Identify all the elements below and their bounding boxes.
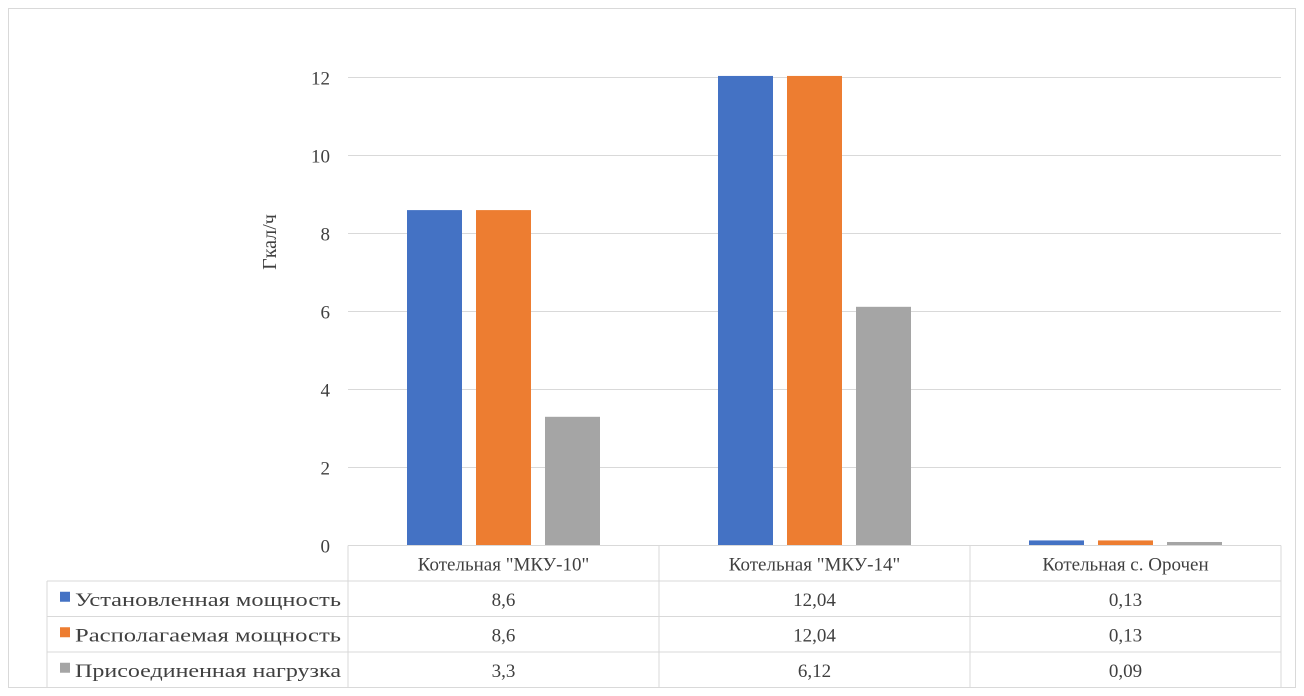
category-label: Котельная "МКУ-14" xyxy=(729,554,900,575)
data-value: 0,09 xyxy=(1109,661,1142,682)
series-label: Установленная мощность xyxy=(75,590,341,611)
legend-key xyxy=(60,662,70,673)
legend-key xyxy=(60,627,70,638)
data-value: 12,04 xyxy=(793,625,836,646)
data-value: 8,6 xyxy=(492,625,516,646)
data-value: 0,13 xyxy=(1109,625,1142,646)
chart-frame xyxy=(8,8,1296,688)
bar xyxy=(407,210,462,546)
bar xyxy=(718,75,773,546)
category-label: Котельная с. Орочен xyxy=(1042,554,1208,575)
series-label: Располагаемая мощность xyxy=(75,625,341,646)
data-table: Котельная "МКУ-10" Котельная "МКУ-14" Коте… xyxy=(46,545,1282,688)
y-tick-label: 12 xyxy=(311,69,330,90)
bar xyxy=(787,75,842,546)
data-value: 6,12 xyxy=(798,661,831,682)
bar xyxy=(1029,540,1084,546)
bar xyxy=(1098,540,1153,546)
y-tick-label: 0 xyxy=(321,537,331,558)
y-tick-label: 6 xyxy=(321,303,331,324)
y-tick-label: 10 xyxy=(311,147,330,168)
category-label: Котельная "МКУ-10" xyxy=(418,554,589,575)
y-tick-label: 2 xyxy=(321,459,331,480)
y-axis-ticks: 0 2 4 6 8 10 12 xyxy=(311,69,331,558)
bars xyxy=(407,75,1222,546)
y-tick-label: 8 xyxy=(321,225,331,246)
data-value: 0,13 xyxy=(1109,590,1142,611)
bar xyxy=(476,210,531,546)
legend-key xyxy=(60,591,70,602)
data-value: 12,04 xyxy=(793,590,836,611)
data-value: 8,6 xyxy=(492,590,516,611)
bar xyxy=(545,416,600,546)
y-axis-label: Гкал/ч xyxy=(259,214,281,270)
data-value: 3,3 xyxy=(492,661,516,682)
bar xyxy=(1167,541,1222,546)
bar xyxy=(856,306,911,546)
y-tick-label: 4 xyxy=(321,381,331,402)
series-label: Присоединенная нагрузка xyxy=(75,661,342,682)
